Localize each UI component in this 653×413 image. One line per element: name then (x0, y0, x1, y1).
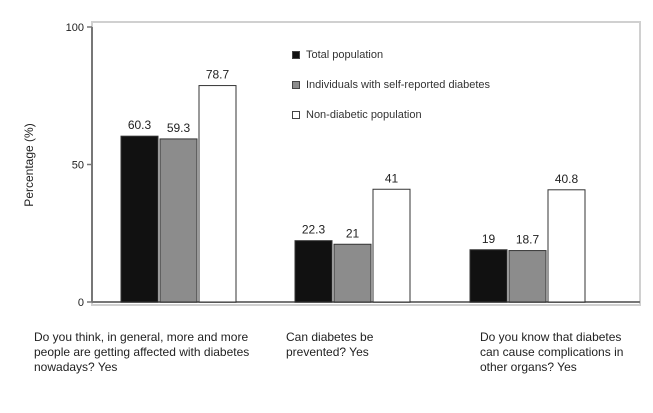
bar-s1-c2 (294, 240, 333, 303)
legend-swatch-diabetic (292, 81, 300, 89)
category-label-1: Do you think, in general, more and more … (34, 330, 250, 374)
bar-s3-c3 (547, 189, 586, 303)
bar-s1-c3 (469, 249, 508, 303)
y-tick-label-1: 50 (72, 160, 84, 172)
data-label-s2-c2: 21 (346, 226, 360, 240)
bar-s3-c2 (372, 188, 411, 303)
data-label-s2-c3: 18.7 (516, 233, 540, 247)
data-label-s1-c1: 60.3 (128, 118, 152, 132)
category-label-2: Can diabetes be prevented? Yes (286, 330, 374, 359)
y-tick-label-0: 0 (78, 297, 84, 309)
data-label-s3-c1: 78.7 (206, 68, 230, 82)
y-tick-label-2: 100 (66, 22, 84, 34)
data-label-s1-c2: 22.3 (302, 223, 326, 237)
bar-s1-c1 (120, 135, 159, 303)
legend-swatch-total (292, 51, 300, 59)
data-label-s3-c3: 40.8 (555, 172, 579, 186)
bar-s3-c1 (198, 85, 237, 303)
legend-label-total: Total population (306, 49, 384, 61)
bar-s2-c3 (508, 250, 547, 303)
category-label-3: Do you know that diabetes can cause comp… (480, 330, 624, 374)
legend: Total population Individuals with self-r… (292, 40, 490, 130)
y-axis-label: Percentage (%) (22, 123, 36, 206)
bar-s2-c1 (159, 138, 198, 303)
legend-label-non-diabetic: Non-diabetic population (306, 109, 422, 121)
bar-s2-c2 (333, 243, 372, 303)
legend-item-diabetic: Individuals with self-reported diabetes (292, 70, 490, 100)
legend-label-diabetic: Individuals with self-reported diabetes (306, 79, 491, 91)
data-label-s3-c2: 41 (385, 171, 399, 185)
legend-swatch-non-diabetic (292, 111, 300, 119)
legend-item-total: Total population (292, 40, 490, 70)
data-label-s2-c1: 59.3 (167, 121, 191, 135)
legend-item-non-diabetic: Non-diabetic population (292, 100, 490, 130)
data-label-s1-c3: 19 (482, 232, 496, 246)
